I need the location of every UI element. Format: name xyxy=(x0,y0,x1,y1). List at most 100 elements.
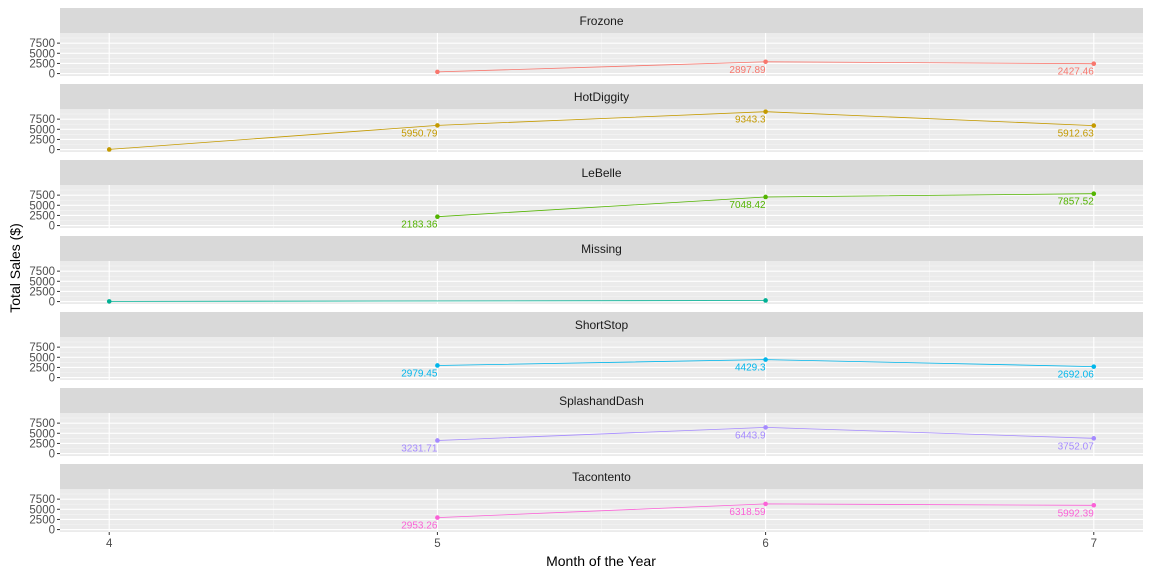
gridlines xyxy=(60,413,1143,456)
series-tacontento: 2953.26 6318.59 5992.39 xyxy=(401,501,1097,532)
facet-title: LeBelle xyxy=(581,166,621,180)
facet-title: SplashandDash xyxy=(559,394,644,408)
data-point xyxy=(435,363,440,368)
facet-strip xyxy=(60,8,1143,33)
series-shortstop: 2979.45 4429.3 2692.06 xyxy=(401,357,1097,381)
y-tick-label: 0 xyxy=(49,373,55,385)
gridlines xyxy=(60,261,1143,304)
x-tick-label: 5 xyxy=(434,538,440,550)
series-frozone: 415.10 2897.89 2427.46 xyxy=(407,59,1097,86)
data-point xyxy=(435,123,440,128)
y-tick-label: 2500 xyxy=(29,362,55,374)
y-tick-label: 2500 xyxy=(29,514,55,526)
data-point xyxy=(1091,191,1097,196)
data-point xyxy=(763,501,768,507)
y-tick-label: 5000 xyxy=(29,124,55,136)
data-point xyxy=(763,194,768,200)
series-line xyxy=(109,300,766,302)
y-tick-label: 7500 xyxy=(29,190,55,202)
y-tick-label: 2500 xyxy=(29,210,55,222)
y-tick-label: 5000 xyxy=(29,504,55,516)
gridlines xyxy=(60,489,1143,532)
data-point xyxy=(106,299,112,304)
data-label: 6443.9 xyxy=(735,430,766,441)
x-tick-label: 4 xyxy=(106,538,113,550)
y-tick-label: 0 xyxy=(49,221,55,233)
facet-title: Missing xyxy=(581,242,622,256)
series-lebelle: 2183.36 7048.42 7857.52 xyxy=(401,191,1097,231)
y-tick-label: 5000 xyxy=(29,48,55,60)
facet-strip xyxy=(60,160,1143,185)
y-tick-label: 2500 xyxy=(29,134,55,146)
data-label: 6318.59 xyxy=(729,507,766,518)
y-tick-label: 5000 xyxy=(29,428,55,440)
data-label: 2427.46 xyxy=(1058,67,1095,78)
y-tick-label: 7500 xyxy=(29,266,55,278)
gridlines xyxy=(60,109,1143,152)
x-axis-title: Month of the Year xyxy=(546,553,656,569)
data-label: 9343.3 xyxy=(735,115,766,126)
facet-splashanddash: SplashandDash02500500075003231.716443.93… xyxy=(29,388,1143,461)
data-point xyxy=(763,59,768,65)
y-tick-label: 0 xyxy=(49,297,55,309)
data-point xyxy=(1091,502,1097,508)
y-tick-label: 0 xyxy=(49,69,55,81)
data-label: 7048.42 xyxy=(729,200,766,211)
data-label: 272 xyxy=(749,303,766,314)
data-label: 5950.79 xyxy=(401,128,438,139)
data-point xyxy=(763,298,768,303)
series-splashanddash: 3231.71 6443.9 3752.07 xyxy=(401,425,1097,454)
data-label: 5912.63 xyxy=(1058,129,1095,140)
y-tick-label: 0 xyxy=(49,449,55,461)
facet-title: ShortStop xyxy=(575,318,629,332)
facet-strip xyxy=(60,388,1143,413)
data-point xyxy=(1091,61,1097,67)
y-tick-label: 5000 xyxy=(29,352,55,364)
facet-title: Tacontento xyxy=(572,470,631,484)
data-label: 2183.36 xyxy=(401,220,438,231)
y-tick-label: 7500 xyxy=(29,114,55,126)
data-label: 3231.71 xyxy=(401,443,438,454)
y-tick-label: 7500 xyxy=(29,494,55,506)
data-label: 2897.89 xyxy=(729,65,766,76)
data-point xyxy=(763,109,768,114)
facet-strip xyxy=(60,236,1143,261)
data-point xyxy=(763,357,768,362)
x-tick-label: 7 xyxy=(1091,538,1097,550)
y-tick-label: 5000 xyxy=(29,200,55,212)
data-point xyxy=(1091,436,1097,441)
y-tick-label: 0 xyxy=(49,525,55,537)
data-label: 415.10 xyxy=(407,75,438,86)
data-label: 2692.06 xyxy=(1058,370,1095,381)
data-point xyxy=(435,69,440,75)
y-tick-label: 7500 xyxy=(29,418,55,430)
series-line xyxy=(109,111,1094,150)
y-tick-label: 2500 xyxy=(29,438,55,450)
y-tick-label: 7500 xyxy=(29,342,55,354)
y-tick-label: 7500 xyxy=(29,38,55,50)
facet-strip xyxy=(60,312,1143,337)
data-label: 7857.52 xyxy=(1058,197,1095,208)
facet-title: HotDiggity xyxy=(574,90,629,104)
data-label: 4429.3 xyxy=(735,363,766,374)
facet-title: Frozone xyxy=(579,14,623,28)
y-axis-title: Total Sales ($) xyxy=(7,223,23,312)
gridlines xyxy=(60,33,1143,76)
y-tick-label: 0 xyxy=(49,145,55,157)
y-tick-label: 2500 xyxy=(29,286,55,298)
facet-hotdiggity: HotDiggity025005000750029.105950.799343.… xyxy=(29,84,1143,157)
data-label: 2979.45 xyxy=(401,368,438,379)
data-label: 5992.39 xyxy=(1058,508,1095,519)
data-point xyxy=(435,214,440,220)
x-tick-label: 6 xyxy=(762,538,768,550)
y-tick-label: 2500 xyxy=(29,58,55,70)
data-point xyxy=(435,438,440,443)
